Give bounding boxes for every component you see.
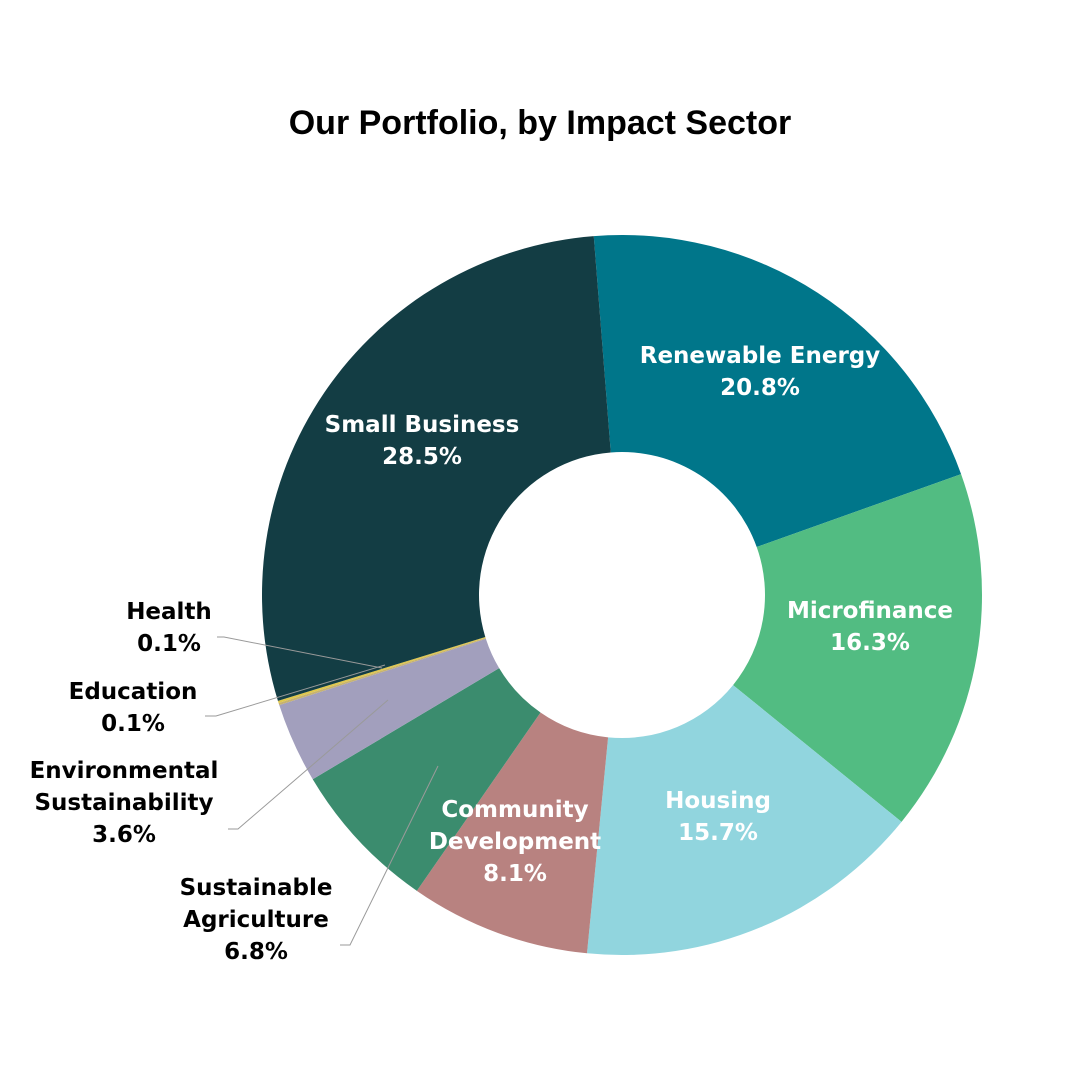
slice-category-label: Sustainability: [34, 790, 213, 816]
data-label-housing: Housing 15.7%: [665, 788, 771, 846]
slice-category-label: Small Business: [325, 412, 520, 438]
slice-category-label: Community: [441, 797, 588, 823]
slice-community-development: [416, 712, 609, 954]
slice-renewable-energy: [593, 234, 962, 547]
slice-small-business: [261, 236, 611, 701]
data-label-environmental-sustainability: Environmental Sustainability 3.6%: [30, 758, 219, 848]
slice-value-label: 28.5%: [382, 444, 462, 470]
slice-value-label: 8.1%: [483, 861, 547, 887]
data-label-renewable-energy: Renewable Energy 20.8%: [640, 343, 881, 401]
leader-line-environmental-sustainability: [228, 699, 389, 830]
slice-category-label: Microfinance: [787, 598, 953, 624]
slice-sustainable-agriculture: [312, 668, 541, 891]
slice-microfinance: [733, 474, 983, 822]
slice-education: [278, 637, 486, 706]
slice-environmental-sustainability: [279, 638, 500, 780]
slice-category-label: Sustainable: [180, 875, 333, 901]
slice-housing: [586, 685, 902, 955]
slice-category-label: Housing: [665, 788, 771, 814]
leader-line-education: [205, 664, 386, 717]
slice-value-label: 16.3%: [830, 630, 910, 656]
slice-value-label: 15.7%: [678, 820, 758, 846]
slice-category-label: Agriculture: [183, 907, 329, 933]
leader-line-health: [217, 636, 383, 669]
slice-category-label: Health: [126, 599, 212, 625]
slice-category-label: Renewable Energy: [640, 343, 881, 369]
slice-category-label: Environmental: [30, 758, 219, 784]
slice-category-label: Education: [69, 679, 198, 705]
slice-value-label: 20.8%: [720, 375, 800, 401]
data-label-small-business: Small Business 28.5%: [325, 412, 520, 470]
data-label-sustainable-agriculture: Sustainable Agriculture 6.8%: [180, 875, 333, 965]
slice-value-label: 6.8%: [224, 939, 288, 965]
slice-health: [277, 637, 486, 704]
data-label-health: Health 0.1%: [126, 599, 212, 657]
data-label-microfinance: Microfinance 16.3%: [787, 598, 953, 656]
slice-category-label: Development: [429, 829, 601, 855]
leader-line-sustainable-agriculture: [340, 765, 439, 946]
slice-value-label: 0.1%: [137, 631, 201, 657]
data-label-community-development: Community Development 8.1%: [429, 797, 601, 887]
slice-value-label: 3.6%: [92, 822, 156, 848]
data-label-education: Education 0.1%: [69, 679, 198, 737]
slice-value-label: 0.1%: [101, 711, 165, 737]
chart-title: Our Portfolio, by Impact Sector: [288, 104, 792, 142]
